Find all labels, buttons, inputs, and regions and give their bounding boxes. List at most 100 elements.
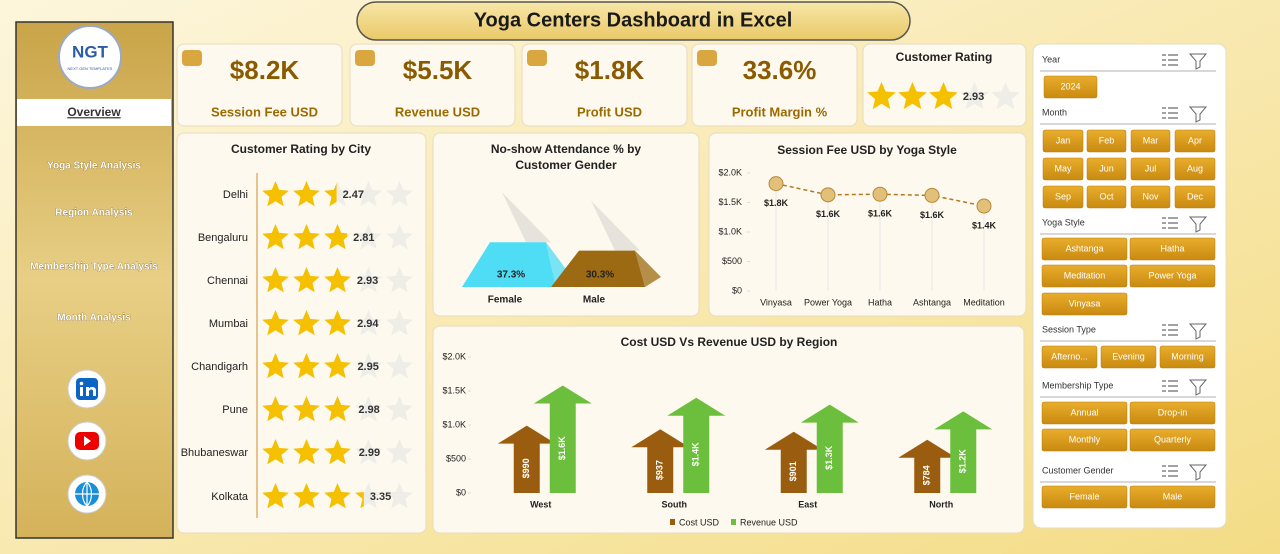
slicer-item[interactable]: Nov [1142,191,1159,201]
slicer-button[interactable] [1042,157,1084,181]
y-tick-label: $2.0K [442,351,466,361]
slicer-item[interactable]: Annual [1070,407,1098,417]
category-label: Meditation [963,297,1005,307]
slicer-item[interactable]: Aug [1187,163,1203,173]
clear-filter-icon[interactable] [1188,216,1208,233]
y-tick-label: $1.0K [718,226,742,236]
multi-select-icon[interactable] [1162,107,1178,119]
slicer-button[interactable] [1086,185,1127,209]
slicer-button[interactable] [1174,157,1216,181]
clear-filter-icon[interactable] [1188,464,1208,481]
slicer-item[interactable]: Apr [1188,135,1202,145]
multi-select-icon[interactable] [1162,217,1178,229]
slicer-button[interactable] [1042,129,1084,153]
category-label: Hatha [868,297,892,307]
multi-select-icon[interactable] [1162,465,1178,477]
slicer-item[interactable]: Vinyasa [1069,298,1101,308]
clear-filter-icon[interactable] [1188,379,1208,396]
slicer-item[interactable]: Monthly [1069,434,1101,444]
slicer-item[interactable]: Mar [1143,135,1159,145]
arrow-bar [934,411,993,493]
slicer-item[interactable]: Feb [1099,135,1115,145]
slicer-button[interactable] [1174,129,1216,153]
multi-select-icon[interactable] [1162,54,1178,66]
category-label: Chandigarh [191,361,248,373]
arrow-bar [898,439,957,493]
multi-select-icon[interactable] [1162,324,1178,336]
slicer-button[interactable] [1129,485,1216,509]
slicer-button[interactable] [1129,401,1216,425]
nav-active-bg[interactable] [17,99,171,126]
clear-filter-icon[interactable] [1188,106,1208,123]
slicer-item[interactable]: Jun [1099,163,1114,173]
slicer-button[interactable] [1041,485,1128,509]
slicer-item[interactable]: Hatha [1160,243,1184,253]
slicer-item[interactable]: Meditation [1064,270,1106,280]
slicer-button[interactable] [1043,75,1098,99]
slicer-button[interactable] [1041,401,1128,425]
slicer-item[interactable]: Ashtanga [1065,243,1103,253]
nav-item[interactable]: Membership Type Analysis [30,261,159,273]
slicer-item[interactable]: Jul [1145,163,1157,173]
slicer-button[interactable] [1129,237,1216,261]
value-label: $1.6K [816,209,841,219]
slicer-item[interactable]: Drop-in [1158,407,1188,417]
kpi-label: Profit USD [577,104,642,119]
multi-select-icon[interactable] [1162,380,1178,392]
slicer-button[interactable] [1042,185,1084,209]
value-label: $1.4K [972,220,997,230]
slicer-button[interactable] [1129,264,1216,288]
value-label: $901 [788,461,798,481]
slicer-button[interactable] [1041,237,1128,261]
slicer-item[interactable]: Afterno... [1051,351,1088,361]
slicer-item[interactable]: Morning [1171,351,1204,361]
slicer-button[interactable] [1130,185,1171,209]
y-tick-label: $0 [732,285,742,295]
chart-title: Cost USD Vs Revenue USD by Region [621,335,838,349]
nav-item[interactable]: Yoga Style Analysis [47,160,142,172]
nav-item[interactable]: Region Analysis [55,207,133,219]
y-tick-label: $500 [722,256,742,266]
chart-title: Session Fee USD by Yoga Style [777,143,957,157]
slicer-button[interactable] [1100,345,1157,369]
value-label: 2.81 [353,232,374,244]
slicer-button[interactable] [1130,157,1171,181]
kpi-card [521,43,688,127]
slicer-button[interactable] [1129,428,1216,452]
slicer-item[interactable]: Quarterly [1154,434,1192,444]
slicer-item[interactable]: Male [1163,491,1183,501]
slicer-item[interactable]: Power Yoga [1148,270,1196,280]
slicer-button[interactable] [1041,345,1098,369]
slicer-button[interactable] [1174,185,1216,209]
slicer-title: Session Type [1042,324,1096,334]
slicer-button[interactable] [1086,157,1127,181]
linkedin-glyph [79,381,84,386]
nav-item[interactable]: Month Analysis [57,312,132,324]
slicer-item[interactable]: Jan [1056,135,1071,145]
slicer-item[interactable]: 2024 [1060,81,1080,91]
slicer-button[interactable] [1041,264,1128,288]
slicer-button[interactable] [1086,129,1127,153]
slicer-button[interactable] [1041,292,1128,316]
slicer-item[interactable]: Evening [1112,351,1145,361]
nav-item[interactable]: Overview [67,105,121,119]
slicer-item[interactable]: Sep [1055,191,1071,201]
kpi-value: 33.6% [743,55,817,85]
category-label: Mumbai [209,318,248,330]
value-label: 2.47 [343,189,364,201]
value-label: 2.93 [357,275,378,287]
slicer-item[interactable]: Dec [1187,191,1204,201]
legend-label: Cost USD [679,517,720,527]
value-label: $784 [922,465,932,485]
point-marker [976,198,992,214]
slicer-button[interactable] [1159,345,1216,369]
chart-title-box: No-show Attendance % by Customer Gender [491,142,641,172]
slicer-button[interactable] [1130,129,1171,153]
slicer-item[interactable]: Oct [1099,191,1114,201]
slicer-item[interactable]: May [1054,163,1072,173]
slicer-item[interactable]: Female [1069,491,1099,501]
clear-filter-icon[interactable] [1188,323,1208,340]
clear-filter-icon[interactable] [1188,53,1208,70]
slicer-button[interactable] [1041,428,1128,452]
